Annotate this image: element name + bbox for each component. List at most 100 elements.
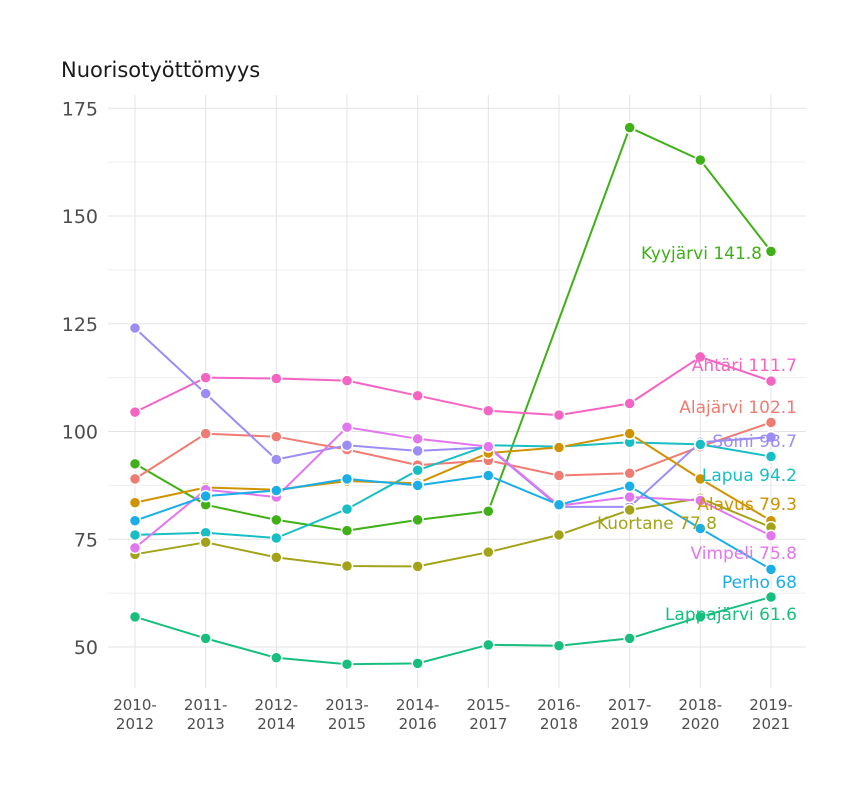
data-point-soini [764, 430, 778, 444]
data-point-alajarvi [270, 430, 283, 443]
data-point-lappajarvi [199, 632, 212, 645]
data-point-kuortane [411, 560, 424, 573]
data-point-soini [128, 321, 142, 335]
data-point-alavus [694, 472, 707, 486]
y-tick-label: 175 [62, 98, 98, 120]
data-point-vimpeli [411, 432, 424, 446]
data-point-kyyjarvi [764, 245, 778, 258]
data-point-kyyjarvi [411, 513, 424, 527]
data-point-lappajarvi [340, 657, 354, 671]
data-point-lappajarvi [694, 610, 707, 624]
data-point-lappajarvi [128, 610, 142, 624]
end-label-lapua: Lapua 94.2 [702, 466, 797, 486]
data-point-kyyjarvi [482, 504, 495, 518]
data-point-kyyjarvi [270, 513, 283, 527]
y-tick-label: 100 [62, 422, 98, 444]
x-tick-label: 2019-2021 [749, 696, 793, 733]
series-points [128, 121, 778, 671]
series-line-alajarvi [134, 421, 772, 480]
x-tick-label: 2018-2020 [679, 696, 723, 733]
series-layer [128, 121, 778, 671]
series-line-soini [134, 327, 772, 508]
end-label-alavus: Alavus 79.3 [697, 495, 797, 515]
series-line-lapua [134, 441, 772, 539]
data-point-alajarvi [623, 467, 636, 480]
y-tick-label: 150 [62, 206, 98, 228]
y-tick-label: 50 [74, 637, 98, 659]
x-tick-label: 2015-2017 [467, 696, 511, 733]
data-point-lapua [128, 528, 142, 542]
data-point-alavus [128, 496, 142, 509]
data-point-kyyjarvi [694, 153, 707, 167]
data-point-alavus [552, 441, 566, 454]
data-point-ahtari [764, 374, 778, 388]
data-point-lapua [270, 531, 283, 545]
data-point-perho [694, 522, 707, 535]
x-tick-label: 2014-2016 [396, 696, 440, 733]
data-point-kuortane [270, 551, 283, 564]
series-lines [134, 126, 772, 666]
data-point-kyyjarvi [128, 457, 142, 471]
data-point-lappajarvi [552, 639, 566, 652]
data-point-kuortane [552, 528, 566, 542]
x-tick-label: 2012-2014 [255, 696, 299, 733]
end-label-alajarvi: Alajärvi 102.1 [679, 398, 797, 418]
end-labels: Kyyjärvi 141.8 Ähtäri 111.7 Alajärvi 102.1… [597, 244, 797, 625]
data-point-vimpeli [482, 440, 495, 453]
x-tick-label: 2013-2015 [325, 696, 369, 733]
end-label-perho: Perho 68 [722, 573, 797, 593]
data-point-vimpeli [623, 490, 636, 504]
data-point-kuortane [482, 545, 495, 559]
data-point-perho [482, 469, 495, 482]
data-point-kuortane [340, 559, 354, 573]
data-point-perho [623, 479, 636, 493]
data-point-kyyjarvi [623, 121, 636, 134]
data-point-soini [411, 444, 424, 458]
data-point-lappajarvi [623, 632, 636, 645]
data-point-soini [270, 453, 283, 466]
data-point-soini [340, 439, 354, 452]
data-point-lappajarvi [411, 657, 424, 670]
series-line-kuortane [134, 497, 772, 568]
data-point-ahtari [199, 371, 212, 384]
x-tick-label: 2010-2012 [113, 696, 157, 733]
x-tick-label: 2017-2019 [608, 696, 652, 733]
data-point-perho [411, 479, 424, 492]
data-point-ahtari [270, 372, 283, 385]
data-point-lappajarvi [764, 590, 778, 604]
data-point-perho [340, 472, 354, 486]
data-point-lapua [411, 464, 424, 477]
y-tick-label: 125 [62, 314, 98, 336]
x-axis: 2010-2012 2011-2013 2012-2014 2013-2015 2014… [113, 696, 793, 733]
data-point-alajarvi [764, 416, 778, 429]
data-point-lapua [764, 450, 778, 463]
grid [108, 95, 806, 688]
end-label-vimpeli: Vimpeli 75.8 [691, 544, 798, 564]
x-tick-label: 2016-2018 [537, 696, 581, 733]
x-tick-label: 2011-2013 [184, 696, 228, 733]
data-point-kyyjarvi [340, 524, 354, 537]
data-point-perho [128, 514, 142, 527]
data-point-vimpeli [128, 541, 142, 555]
data-point-ahtari [552, 408, 566, 422]
series-line-ahtari [134, 355, 772, 417]
data-point-lapua [340, 502, 354, 516]
data-point-lappajarvi [270, 651, 283, 665]
data-point-ahtari [411, 389, 424, 402]
end-label-lappajarvi: Lappajärvi 61.6 [665, 605, 797, 625]
data-point-lapua [694, 438, 707, 451]
data-point-alavus [623, 427, 636, 440]
series-line-alavus [134, 432, 772, 522]
series-line-perho [134, 474, 772, 571]
end-label-ahtari: Ähtäri 111.7 [692, 355, 797, 376]
data-point-ahtari [482, 404, 495, 418]
data-point-kuortane [199, 536, 212, 549]
data-point-kuortane [623, 503, 636, 517]
data-point-perho [764, 563, 778, 576]
data-point-soini [199, 387, 212, 400]
chart-title: Nuorisotyöttömyys [61, 58, 260, 82]
data-point-vimpeli [694, 494, 707, 507]
data-point-ahtari [340, 374, 354, 387]
data-point-perho [270, 484, 283, 497]
end-label-soini: Soini 98.7 [712, 432, 797, 452]
